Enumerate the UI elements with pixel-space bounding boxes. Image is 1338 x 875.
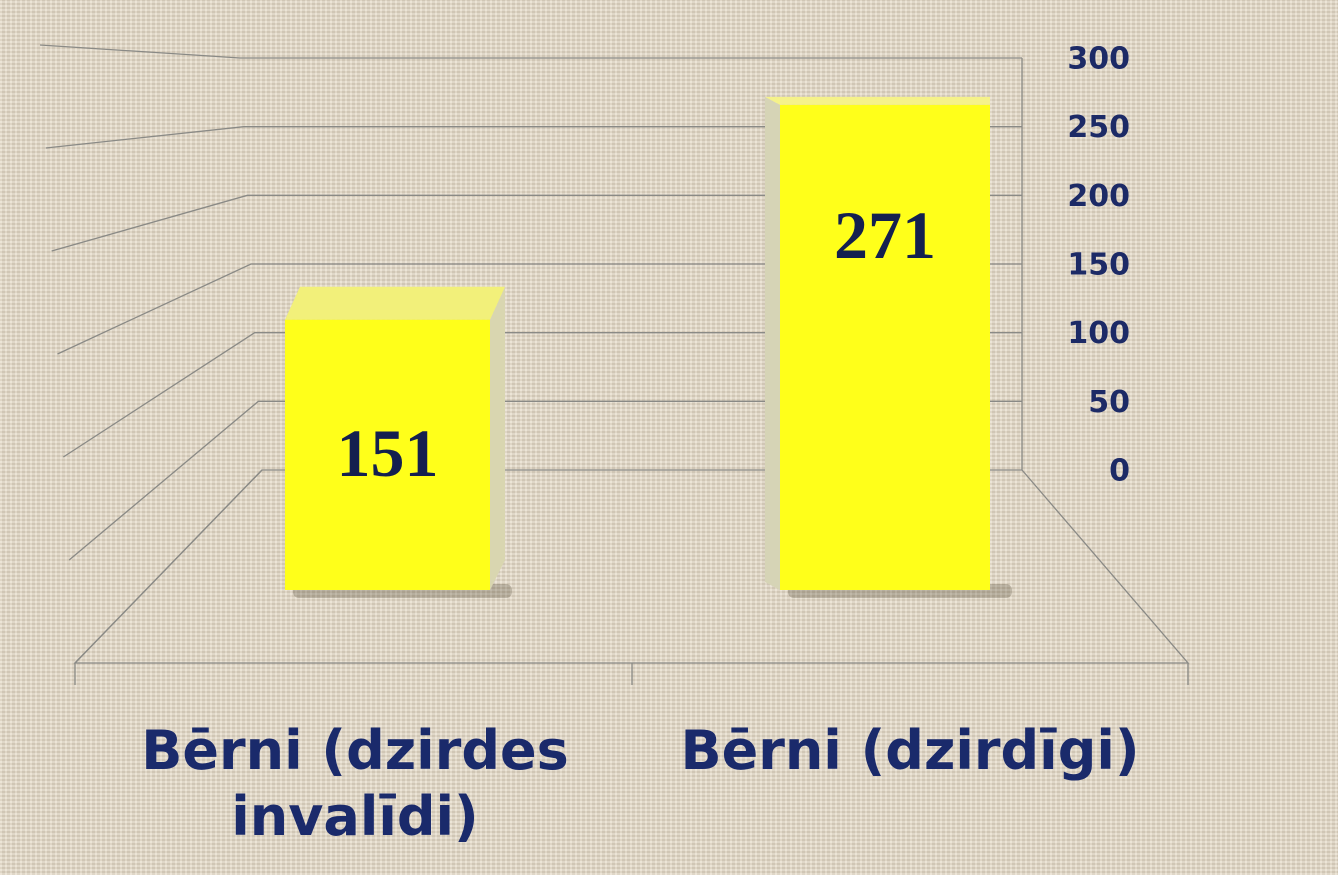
grid-line (51, 194, 1022, 252)
bar-side (490, 286, 505, 590)
y-tick-label: 100 (1067, 316, 1130, 351)
y-tick-label: 150 (1067, 248, 1130, 283)
x-tick-label: Bērni (dzirdes invalīdi) (141, 719, 569, 848)
y-tick-label: 200 (1067, 179, 1130, 214)
y-tick-label: 50 (1088, 385, 1130, 420)
y-tick-label: 250 (1067, 110, 1130, 145)
value-label: 151 (337, 415, 439, 491)
y-tick-label: 300 (1067, 42, 1130, 77)
grid-line (39, 44, 1022, 59)
y-tick-label: 0 (1109, 454, 1130, 489)
value-label: 271 (834, 197, 936, 273)
floor-edge (73, 469, 1190, 664)
bar-top (765, 96, 990, 105)
bar (780, 104, 990, 590)
bar-side (765, 96, 780, 590)
bar-top (285, 286, 505, 320)
x-tick-label: Bērni (dzirdīgi) (680, 719, 1140, 782)
bar (285, 319, 490, 590)
grid-line (45, 126, 1022, 149)
